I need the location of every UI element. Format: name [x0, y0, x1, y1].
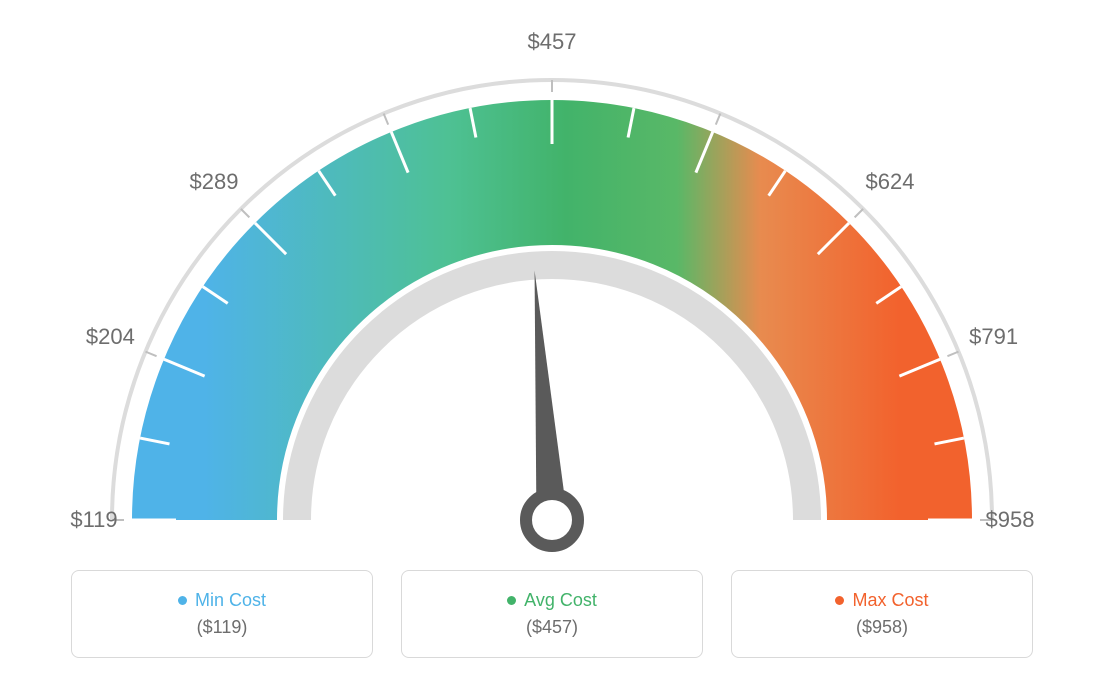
- legend-title-text: Min Cost: [195, 590, 266, 611]
- legend-row: Min Cost ($119) Avg Cost ($457) Max Cost…: [0, 570, 1104, 658]
- gauge-tick-label: $958: [986, 507, 1035, 533]
- legend-title-text: Avg Cost: [524, 590, 597, 611]
- legend-card-avg: Avg Cost ($457): [401, 570, 703, 658]
- gauge-tick-label: $624: [866, 169, 915, 195]
- legend-title-max: Max Cost: [835, 590, 928, 611]
- legend-title-avg: Avg Cost: [507, 590, 597, 611]
- legend-card-max: Max Cost ($958): [731, 570, 1033, 658]
- legend-value-min: ($119): [197, 617, 248, 638]
- gauge-tick-label: $204: [86, 324, 135, 350]
- legend-title-min: Min Cost: [178, 590, 266, 611]
- gauge-chart: $119 $204 $289 $457 $624 $791 $958: [0, 0, 1104, 570]
- gauge-tick-label: $289: [190, 169, 239, 195]
- legend-title-text: Max Cost: [852, 590, 928, 611]
- dot-icon: [178, 596, 187, 605]
- dot-icon: [507, 596, 516, 605]
- legend-value-avg: ($457): [526, 617, 578, 638]
- legend-card-min: Min Cost ($119): [71, 570, 373, 658]
- gauge-tick-label: $457: [528, 29, 577, 55]
- legend-value-max: ($958): [856, 617, 908, 638]
- gauge-tick-label: $791: [969, 324, 1018, 350]
- dot-icon: [835, 596, 844, 605]
- gauge-tick-label: $119: [70, 507, 117, 533]
